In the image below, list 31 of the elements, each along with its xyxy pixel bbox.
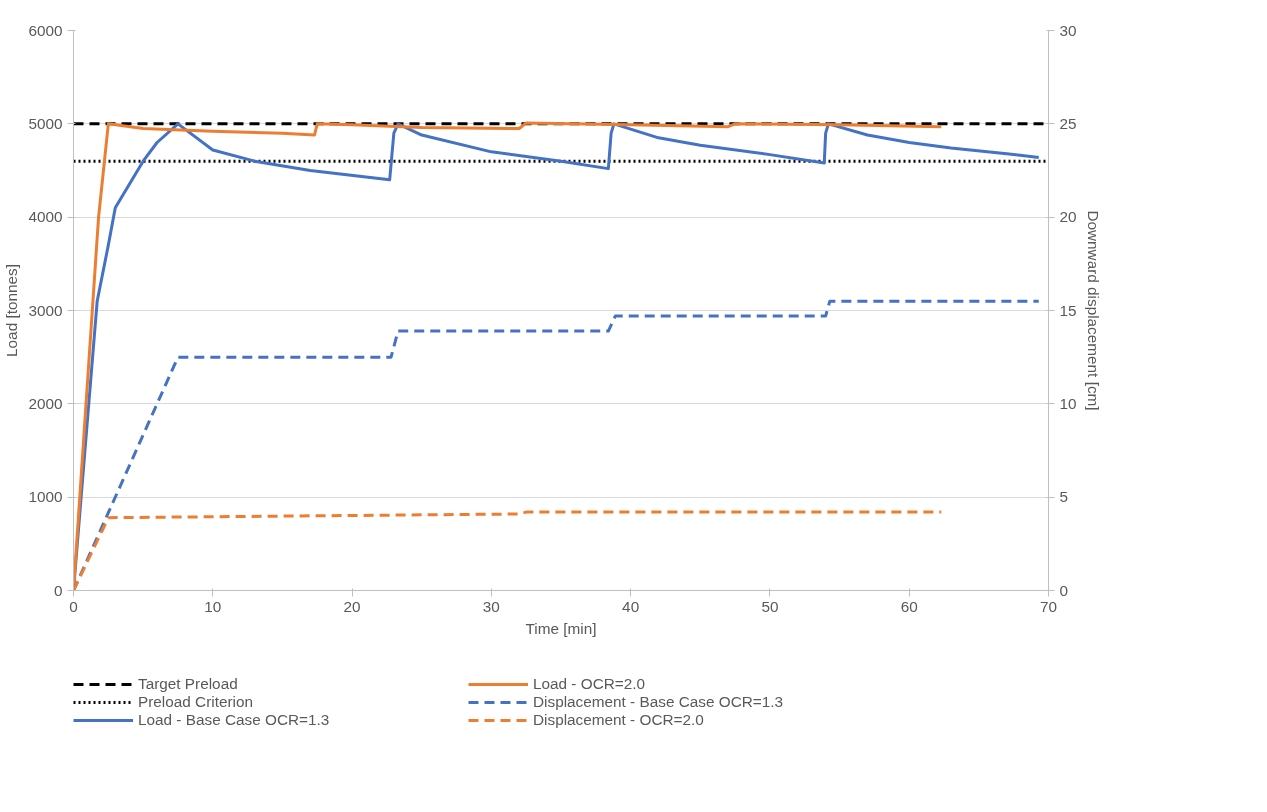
x-axis-title: Time [min] bbox=[525, 619, 597, 637]
x-tick-label: 10 bbox=[204, 597, 222, 615]
y2-tick-label: 0 bbox=[1059, 581, 1069, 599]
y-tick-label: 4000 bbox=[28, 208, 63, 226]
y2-tick-label: 5 bbox=[1059, 488, 1069, 506]
y2-tick-label: 10 bbox=[1059, 394, 1077, 412]
y-tick-label: 6000 bbox=[28, 21, 63, 39]
y-tick-label: 1000 bbox=[28, 488, 63, 506]
y-tick-label: 3000 bbox=[28, 301, 63, 319]
x-tick-label: 60 bbox=[900, 597, 918, 615]
y-tick-label: 2000 bbox=[28, 394, 63, 412]
legend-label: Displacement - OCR=2.0 bbox=[533, 711, 705, 729]
legend-label: Load - Base Case OCR=1.3 bbox=[138, 711, 331, 729]
y2-tick-label: 15 bbox=[1059, 301, 1077, 319]
x-tick-label: 70 bbox=[1039, 597, 1058, 615]
y2-axis-title: Downward displacement [cm] bbox=[1084, 210, 1102, 411]
y2-tick-label: 20 bbox=[1059, 208, 1077, 226]
x-tick-label: 40 bbox=[622, 597, 640, 615]
legend-label: Load - OCR=2.0 bbox=[533, 675, 647, 693]
x-tick-label: 0 bbox=[69, 597, 78, 615]
legend-label: Preload Criterion bbox=[138, 693, 254, 711]
y-tick-label: 0 bbox=[53, 581, 63, 599]
x-tick-label: 50 bbox=[761, 597, 779, 615]
legend-label: Target Preload bbox=[138, 675, 239, 693]
x-tick-label: 30 bbox=[482, 597, 500, 615]
legend-label: Displacement - Base Case OCR=1.3 bbox=[533, 693, 785, 711]
y-tick-label: 5000 bbox=[28, 114, 63, 132]
y2-tick-label: 25 bbox=[1059, 114, 1077, 132]
x-tick-label: 20 bbox=[343, 597, 361, 615]
y2-tick-label: 30 bbox=[1059, 21, 1077, 39]
y-axis-title: Load [tonnes] bbox=[3, 264, 21, 357]
